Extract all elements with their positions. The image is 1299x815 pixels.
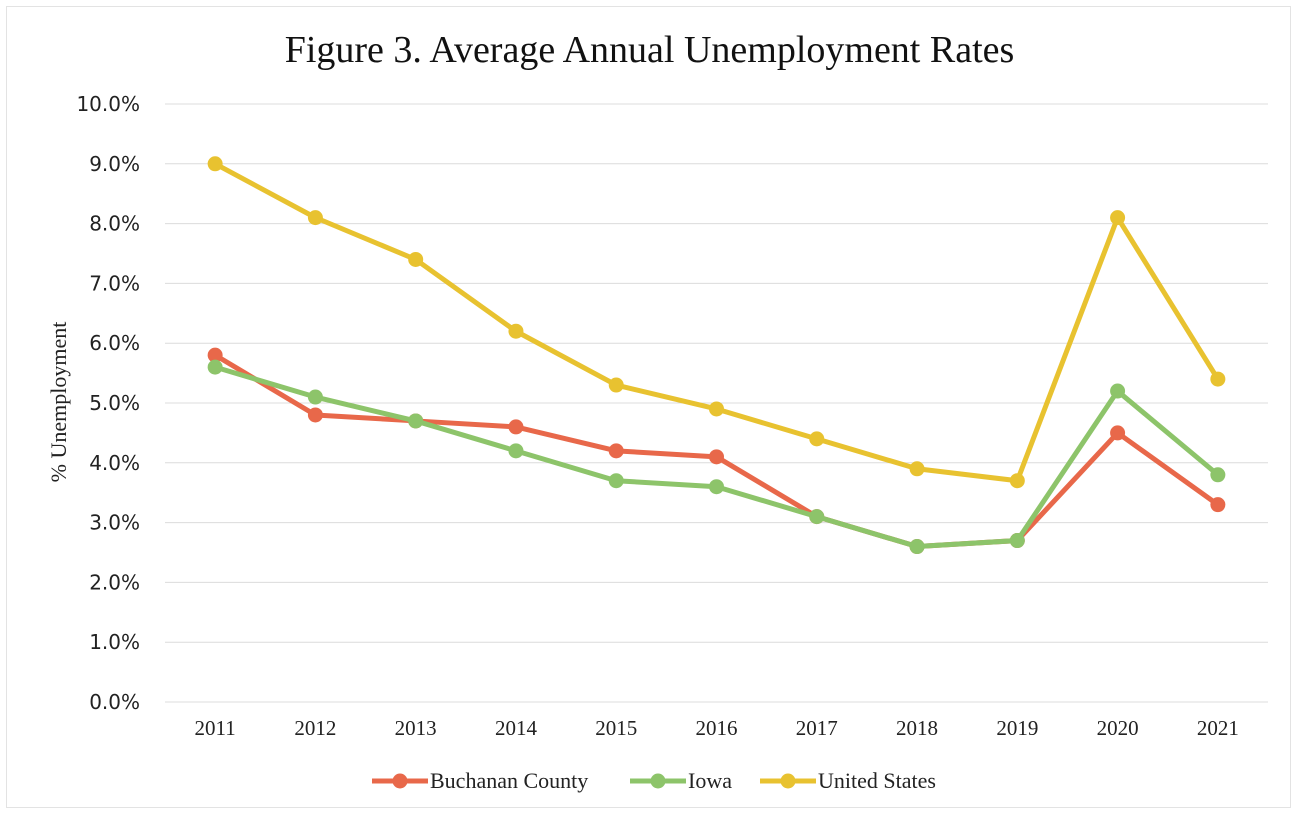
series-line xyxy=(212,161,1221,484)
grid-layer xyxy=(165,103,1268,703)
chart-frame xyxy=(6,6,1291,808)
series-united-states xyxy=(207,156,1226,489)
y-axis-title: % Unemployment xyxy=(46,322,71,483)
x-tick-label: 2013 xyxy=(395,716,437,740)
data-point xyxy=(809,509,825,525)
data-point xyxy=(1210,497,1226,513)
data-point xyxy=(1210,371,1226,387)
y-tick-label: 9.0% xyxy=(89,152,140,176)
legend-label: Buchanan County xyxy=(430,768,588,793)
data-point xyxy=(709,401,724,417)
legend-marker xyxy=(650,773,666,789)
y-tick-label: 4.0% xyxy=(89,451,140,475)
x-tick-label: 2014 xyxy=(495,716,538,740)
data-point xyxy=(307,210,323,226)
data-point xyxy=(207,347,223,363)
legend-marker xyxy=(780,773,796,789)
data-point xyxy=(508,323,524,339)
y-tick-label: 2.0% xyxy=(89,570,140,594)
x-tick-label: 2017 xyxy=(796,716,838,740)
chart-title: Figure 3. Average Annual Unemployment Ra… xyxy=(284,29,1015,71)
y-tick-label: 3.0% xyxy=(89,511,140,535)
x-tick-label: 2020 xyxy=(1097,716,1139,740)
x-axis-tick-labels: 2011 2012 2013 2014 2015 2016 2017 2018 2019 2020… xyxy=(195,716,1239,740)
data-point xyxy=(1110,425,1126,441)
y-tick-label: 5.0% xyxy=(89,391,140,415)
data-point xyxy=(408,251,424,267)
data-point xyxy=(909,539,925,555)
legend-item: United States xyxy=(760,768,936,793)
data-point xyxy=(508,419,524,435)
data-point xyxy=(909,461,925,477)
data-point xyxy=(1009,473,1025,489)
y-axis-tick-labels: 0.0% 1.0% 2.0% 3.0% 4.0% 5.0% 6.0% 7.0% 8.0% 9.0%… xyxy=(76,92,140,714)
legend-label: Iowa xyxy=(688,768,732,793)
data-point xyxy=(608,473,624,489)
x-tick-label: 2012 xyxy=(294,716,336,740)
data-point xyxy=(1110,383,1126,399)
y-tick-label: 0.0% xyxy=(89,690,140,714)
data-point xyxy=(709,449,724,465)
y-tick-label: 10.0% xyxy=(76,92,140,116)
data-point xyxy=(608,377,624,393)
series-layer xyxy=(207,156,1226,555)
data-point xyxy=(508,443,524,459)
x-tick-label: 2015 xyxy=(595,716,637,740)
x-tick-label: 2019 xyxy=(996,716,1038,740)
data-point xyxy=(1110,210,1126,226)
data-point xyxy=(1009,533,1025,549)
data-point xyxy=(307,389,323,405)
y-tick-label: 1.0% xyxy=(89,630,140,654)
data-point xyxy=(608,443,624,459)
data-point xyxy=(809,431,825,447)
series-iowa xyxy=(207,359,1226,555)
y-tick-label: 6.0% xyxy=(89,331,140,355)
legend-item: Iowa xyxy=(630,768,732,793)
data-point xyxy=(709,479,724,495)
x-tick-label: 2016 xyxy=(696,716,738,740)
x-tick-label: 2021 xyxy=(1197,716,1239,740)
legend-item: Buchanan County xyxy=(372,768,588,793)
legend-label: United States xyxy=(818,768,936,793)
legend: Buchanan County Iowa United States xyxy=(372,768,936,793)
y-tick-label: 7.0% xyxy=(89,271,140,295)
data-point xyxy=(408,413,424,429)
data-point xyxy=(307,407,323,423)
data-point xyxy=(207,359,223,375)
y-tick-label: 8.0% xyxy=(89,212,140,236)
x-tick-label: 2018 xyxy=(896,716,938,740)
data-point xyxy=(1210,467,1226,483)
x-tick-label: 2011 xyxy=(195,716,236,740)
data-point xyxy=(207,156,223,172)
legend-marker xyxy=(392,773,408,789)
